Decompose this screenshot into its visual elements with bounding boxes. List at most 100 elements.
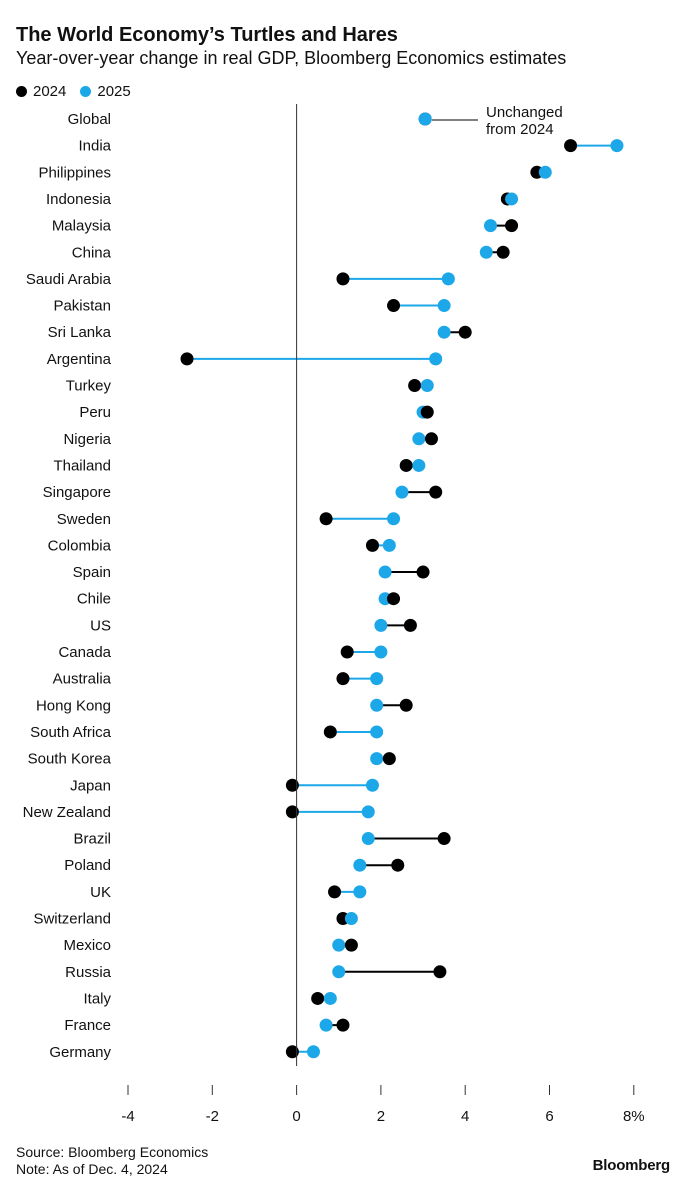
country-label: Germany xyxy=(49,1044,111,1061)
footer-source: Source: Bloomberg Economics xyxy=(16,1144,209,1160)
point-2025 xyxy=(365,778,379,792)
chart-rows: Global India Philippines Indonesia Malaysia C… xyxy=(23,111,624,1061)
point-2025 xyxy=(505,192,519,206)
country-label: Saudi Arabia xyxy=(26,271,112,288)
x-tick-label: 2 xyxy=(377,1108,385,1125)
legend-dot-2025 xyxy=(80,86,92,97)
country-row: Germany xyxy=(49,1044,320,1061)
point-2024 xyxy=(387,299,401,313)
country-label: Spain xyxy=(73,564,111,581)
country-row: Canada xyxy=(58,644,388,661)
country-label: Pakistan xyxy=(53,298,111,315)
country-label: Philippines xyxy=(38,164,111,181)
country-label: Japan xyxy=(70,777,111,794)
point-2025 xyxy=(332,965,346,979)
footer-note: Note: As of Dec. 4, 2024 xyxy=(16,1161,168,1177)
point-2025 xyxy=(361,805,375,819)
country-row: France xyxy=(64,1017,350,1034)
point-2025 xyxy=(420,379,434,392)
country-row: Switzerland xyxy=(33,911,358,928)
country-row: Singapore xyxy=(43,484,443,501)
country-row: Turkey xyxy=(66,378,434,395)
point-2025 xyxy=(378,565,392,579)
point-2024 xyxy=(285,778,299,792)
country-row: Australia xyxy=(53,671,384,688)
point-2024 xyxy=(391,858,405,872)
country-row: Sri Lanka xyxy=(48,324,472,341)
country-row: Indonesia xyxy=(46,191,519,208)
country-label: China xyxy=(72,244,112,261)
point-2025 xyxy=(437,325,451,339)
point-2025 xyxy=(483,219,497,233)
country-row: Argentina xyxy=(47,351,443,368)
country-label: Hong Kong xyxy=(36,697,111,714)
country-label: US xyxy=(90,617,111,634)
country-row: South Korea xyxy=(28,751,396,768)
point-2024 xyxy=(336,272,350,286)
point-2025 xyxy=(370,752,384,766)
country-label: Poland xyxy=(64,857,111,874)
point-2025 xyxy=(387,512,401,526)
point-2025 xyxy=(353,858,367,872)
country-label: Sri Lanka xyxy=(48,324,112,341)
point-2024 xyxy=(387,592,401,606)
point-2025 xyxy=(323,991,337,1005)
country-row: Sweden xyxy=(57,511,401,528)
point-2024 xyxy=(564,139,578,153)
country-row: Brazil xyxy=(73,831,451,848)
country-row: Hong Kong xyxy=(36,697,413,714)
point-2025 xyxy=(370,725,384,739)
point-2024 xyxy=(323,725,337,739)
dot-plot: Global India Philippines Indonesia Malaysia C… xyxy=(23,104,645,1125)
country-label: Australia xyxy=(53,671,112,688)
country-row: New Zealand xyxy=(23,804,375,821)
point-2025 xyxy=(479,245,493,259)
point-2024 xyxy=(285,805,299,819)
x-tick-label: 6 xyxy=(545,1108,553,1125)
point-2024 xyxy=(420,405,434,419)
country-row: Russia xyxy=(65,964,447,981)
point-2024 xyxy=(505,219,519,233)
point-2025 xyxy=(610,139,624,153)
point-2024 xyxy=(399,458,413,472)
point-2025 xyxy=(344,912,358,925)
country-row: Malaysia xyxy=(52,218,519,235)
country-label: Global xyxy=(68,111,111,128)
point-2024 xyxy=(319,512,333,526)
point-2025 xyxy=(437,299,451,313)
point-2025 xyxy=(429,352,443,366)
point-2024 xyxy=(311,991,325,1005)
point-2024 xyxy=(344,938,358,952)
country-label: Argentina xyxy=(47,351,112,368)
country-row: Colombia xyxy=(48,537,396,554)
point-2025 xyxy=(382,538,396,552)
chart-title: The World Economy’s Turtles and Hares xyxy=(16,24,398,46)
country-label: Singapore xyxy=(43,484,111,501)
country-row: Nigeria xyxy=(63,431,438,448)
point-2024 xyxy=(399,698,413,712)
country-label: Turkey xyxy=(66,378,112,395)
country-row: Chile xyxy=(77,591,401,608)
point-2025 xyxy=(361,832,375,846)
point-2025 xyxy=(374,645,388,659)
point-2025 xyxy=(332,938,346,952)
point-2025 xyxy=(418,112,432,126)
point-2025 xyxy=(395,485,409,499)
country-label: South Africa xyxy=(30,724,112,741)
country-row: Japan xyxy=(70,777,379,794)
point-2024 xyxy=(328,885,342,899)
country-label: Colombia xyxy=(48,537,112,554)
country-label: Russia xyxy=(65,964,112,981)
country-label: Peru xyxy=(79,404,111,421)
legend-item-2024: 2024 xyxy=(16,83,66,100)
point-2024 xyxy=(340,645,354,659)
x-tick-label: -2 xyxy=(206,1108,219,1125)
point-2024 xyxy=(458,325,472,339)
point-2024 xyxy=(180,352,194,366)
legend-label-2025: 2025 xyxy=(97,83,131,100)
point-2024 xyxy=(424,432,438,446)
point-2024 xyxy=(496,245,510,259)
annotation-line-2: from 2024 xyxy=(486,121,554,138)
point-2024 xyxy=(336,672,350,686)
point-2024 xyxy=(408,379,422,392)
